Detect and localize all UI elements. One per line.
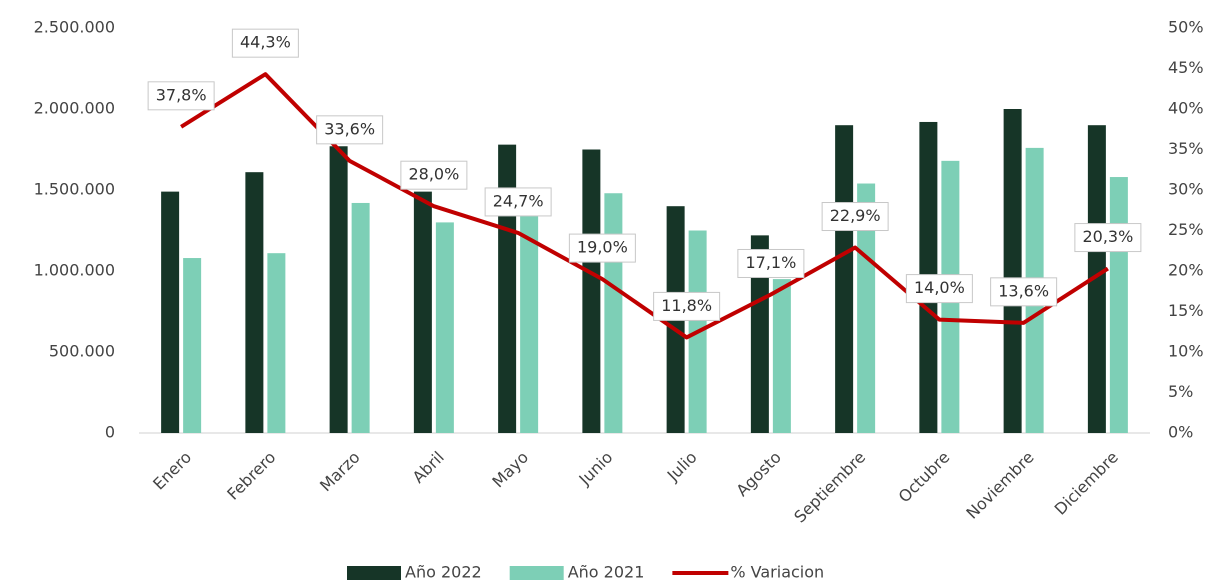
bar <box>245 172 264 433</box>
data-label: 33,6% <box>316 115 384 145</box>
y-tick-label: 0 <box>105 423 115 442</box>
data-label-text: 20,3% <box>1082 227 1133 246</box>
x-tick-label: Diciembre <box>1051 448 1122 519</box>
data-label: 28,0% <box>400 160 468 190</box>
bar <box>183 258 202 433</box>
x-tick-label: Febrero <box>223 448 279 504</box>
y-tick-label: 1.500.000 <box>34 180 115 199</box>
data-label-text: 14,0% <box>914 278 965 297</box>
x-tick-label: Enero <box>149 448 195 494</box>
y2-tick-label: 35% <box>1168 139 1204 158</box>
data-label-box <box>905 274 973 304</box>
data-label-text: 13,6% <box>998 281 1049 300</box>
y2-tick-label: 0% <box>1168 423 1193 442</box>
bar <box>604 193 623 433</box>
data-label-box <box>990 277 1058 307</box>
y-tick-label: 2.500.000 <box>34 18 115 37</box>
y2-tick-label: 5% <box>1168 382 1193 401</box>
x-tick-label: Junio <box>575 448 617 490</box>
data-label-text: 17,1% <box>745 253 796 272</box>
x-tick-label: Octubre <box>895 448 954 507</box>
bar <box>750 235 769 433</box>
bar <box>835 125 854 433</box>
data-label: 20,3% <box>1074 223 1142 253</box>
bar <box>1087 125 1106 433</box>
x-tick-label: Agosto <box>732 448 785 501</box>
data-label-text: 24,7% <box>493 191 544 210</box>
bar <box>1109 177 1128 433</box>
data-label: 37,8% <box>147 81 215 111</box>
x-tick-label: Julio <box>663 448 701 486</box>
legend-label: Año 2022 <box>405 563 482 582</box>
bar <box>520 193 539 433</box>
data-label: 14,0% <box>905 274 973 304</box>
data-label-box <box>821 202 889 232</box>
legend-swatch <box>347 566 401 580</box>
y-tick-label: 1.000.000 <box>34 261 115 280</box>
data-label-text: 22,9% <box>830 206 881 225</box>
data-label-box <box>400 160 468 190</box>
data-label-text: 44,3% <box>240 33 291 52</box>
data-label: 44,3% <box>231 28 299 58</box>
bar <box>329 146 348 433</box>
bar <box>413 191 432 433</box>
bar <box>267 253 286 433</box>
legend-label: Año 2021 <box>568 563 645 582</box>
x-tick-label: Abril <box>409 448 448 487</box>
y2-tick-label: 40% <box>1168 99 1204 118</box>
y2-tick-label: 25% <box>1168 220 1204 239</box>
bar <box>1003 109 1022 433</box>
data-label-box <box>737 248 805 278</box>
data-label-text: 19,0% <box>577 238 628 257</box>
y2-tick-label: 45% <box>1168 58 1204 77</box>
y-tick-label: 500.000 <box>49 342 115 361</box>
data-label-box <box>231 28 299 58</box>
x-tick-label: Noviembre <box>962 448 1037 523</box>
bar <box>582 149 601 433</box>
legend-label: % Variacion <box>730 563 824 582</box>
data-label: 11,8% <box>653 291 721 321</box>
data-label-box <box>1074 223 1142 253</box>
data-label-box <box>316 115 384 145</box>
bar <box>498 144 517 433</box>
legend-swatch <box>509 566 564 580</box>
y-tick-label: 2.000.000 <box>34 99 115 118</box>
data-label: 24,7% <box>484 187 552 217</box>
line <box>180 72 1109 340</box>
data-label-text: 28,0% <box>408 165 459 184</box>
data-label: 19,0% <box>568 233 636 263</box>
bar <box>857 183 876 433</box>
x-tick-label: Marzo <box>316 448 364 496</box>
data-label: 17,1% <box>737 248 805 278</box>
bar <box>772 279 791 433</box>
data-label: 22,9% <box>821 202 889 232</box>
bar <box>435 222 454 433</box>
data-label-text: 11,8% <box>661 296 712 315</box>
y2-tick-label: 20% <box>1168 261 1204 280</box>
bar <box>161 191 180 433</box>
y2-tick-label: 10% <box>1168 342 1204 361</box>
y2-tick-label: 30% <box>1168 180 1204 199</box>
x-tick-label: Mayo <box>488 448 532 492</box>
data-label: 13,6% <box>990 277 1058 307</box>
bar <box>351 202 370 433</box>
data-label-box <box>653 291 721 321</box>
data-label-box <box>484 187 552 217</box>
y2-tick-label: 15% <box>1168 301 1204 320</box>
data-label-text: 37,8% <box>156 85 207 104</box>
data-label-box <box>568 233 636 263</box>
x-tick-label: Septiembre <box>790 448 869 527</box>
data-label-box <box>147 81 215 111</box>
data-label-text: 33,6% <box>324 119 375 138</box>
y2-tick-label: 50% <box>1168 18 1204 37</box>
